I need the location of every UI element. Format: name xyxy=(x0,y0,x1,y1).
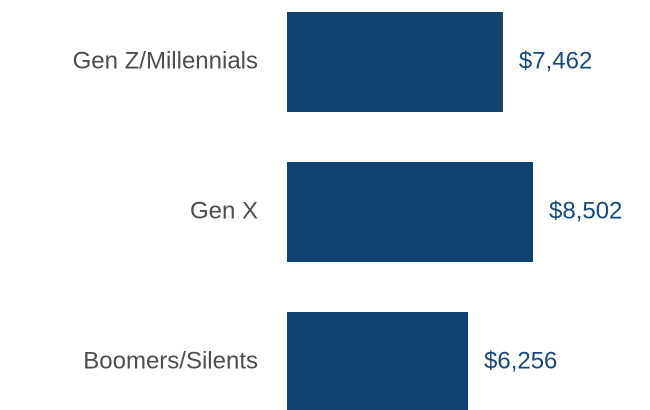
category-label: Gen Z/Millennials xyxy=(73,47,258,74)
bar xyxy=(287,162,533,262)
category-label: Gen X xyxy=(190,197,258,224)
bar xyxy=(287,12,503,112)
value-label: $6,256 xyxy=(484,347,557,374)
bar xyxy=(287,312,469,410)
value-label: $7,462 xyxy=(519,47,592,74)
category-label: Boomers/Silents xyxy=(83,347,258,374)
value-label: $8,502 xyxy=(549,197,622,224)
